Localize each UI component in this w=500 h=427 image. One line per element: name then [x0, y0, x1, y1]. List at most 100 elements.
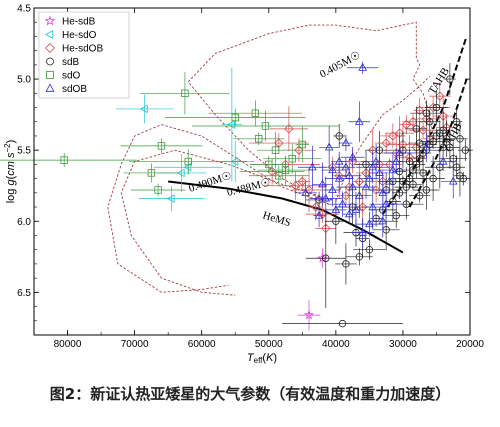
point-sdob	[365, 173, 374, 182]
point-sdob	[438, 156, 448, 165]
point-he-sdb	[317, 252, 328, 263]
point-sdo	[288, 155, 296, 163]
point-he-sdob	[357, 202, 368, 212]
point-sdob	[338, 199, 347, 208]
y-tick-label: 5.0	[17, 75, 31, 86]
point-he-sdob	[304, 185, 314, 195]
point-he-sdob	[381, 138, 391, 148]
point-sdo	[181, 89, 189, 98]
point-sdob	[324, 142, 334, 151]
evolution-track	[335, 75, 431, 202]
y-tick-label: 4.5	[17, 4, 31, 15]
point-sdob	[365, 219, 374, 228]
point-sdob	[341, 138, 351, 147]
evolution-track	[107, 124, 330, 293]
point-sdob	[358, 62, 367, 71]
legend-marker	[44, 15, 56, 26]
y-tick-label: 6.0	[17, 217, 31, 228]
point-sdob	[388, 165, 398, 174]
point-sdob	[314, 210, 324, 219]
point-sdb	[422, 109, 431, 117]
x-tick-label: 30000	[389, 339, 417, 350]
y-axis-label: log g(cm s−2)	[3, 140, 17, 204]
point-he-sdo	[176, 168, 185, 178]
point-sdo	[255, 135, 263, 143]
point-sdob	[344, 209, 354, 218]
x-tick-label: 20000	[456, 339, 484, 350]
data-points	[0, 61, 473, 331]
point-he-sdo	[183, 162, 192, 172]
y-tick-label: 5.5	[17, 146, 31, 157]
point-sdo	[275, 172, 283, 180]
point-sdob	[391, 156, 401, 165]
point-he-sdb	[303, 309, 315, 320]
point-sdob	[355, 190, 364, 199]
legend-label: sdOB	[62, 84, 87, 95]
point-sdb	[322, 254, 330, 262]
point-sdob	[378, 188, 388, 196]
point-sdo	[251, 109, 260, 117]
point-sdo	[261, 122, 270, 130]
point-sdo	[231, 113, 239, 122]
point-sdob	[355, 116, 364, 125]
point-sdo	[184, 157, 192, 166]
point-sdo	[154, 186, 162, 194]
x-tick-label: 80000	[54, 339, 82, 350]
x-tick-label: 60000	[188, 339, 216, 350]
legend-label: He-sdB	[62, 17, 96, 28]
point-sdo	[60, 156, 68, 164]
point-sdob	[368, 202, 378, 211]
point-sdb	[338, 319, 347, 328]
point-sdb	[342, 260, 350, 268]
point-sdb	[335, 132, 343, 140]
point-sdb	[409, 180, 417, 188]
legend-marker	[46, 71, 54, 79]
point-sdob	[378, 216, 388, 225]
point-sdob	[381, 199, 391, 208]
point-sdb	[412, 125, 421, 133]
point-he-sdob	[294, 145, 304, 155]
point-sdob	[361, 182, 371, 191]
x-tick-label: 40000	[322, 339, 350, 350]
point-sdb	[365, 245, 374, 254]
point-sdb	[452, 118, 461, 126]
point-sdob	[328, 185, 337, 194]
legend-marker	[45, 43, 55, 53]
point-he-sdob	[341, 190, 351, 201]
point-sdo	[271, 146, 280, 154]
point-sdo	[265, 160, 273, 169]
legend-label: sdB	[62, 57, 80, 68]
point-sdb	[405, 157, 414, 166]
point-sdb	[332, 217, 340, 225]
evolution-track	[120, 149, 333, 296]
plot-frame	[33, 7, 471, 336]
point-sdb	[446, 75, 454, 83]
axes: 80000 70000 60000 50000 40000 30000 20000 4.5 5.…	[3, 4, 484, 366]
point-he-sdob	[371, 185, 381, 195]
legend-marker	[45, 83, 55, 92]
point-sdob	[341, 162, 351, 171]
point-he-sdob	[297, 176, 307, 187]
point-sdob	[395, 148, 404, 157]
point-sdob	[348, 152, 357, 161]
point-sdb	[415, 191, 424, 200]
point-sdob	[358, 227, 367, 236]
point-sdb	[422, 186, 431, 194]
point-sdob	[385, 176, 394, 185]
point-sdb	[456, 135, 464, 143]
point-sdob	[328, 165, 337, 174]
point-sdb	[432, 103, 441, 112]
point-sdob	[422, 142, 431, 151]
point-he-sdob	[408, 117, 418, 127]
point-he-sdob	[344, 182, 354, 192]
y-tick-label: 6.5	[17, 288, 31, 299]
point-sdo	[157, 142, 166, 150]
x-tick-label: 50000	[255, 339, 283, 350]
point-he-sdob	[435, 91, 445, 101]
point-sdob	[371, 156, 381, 165]
x-axis-label: Teff(K)	[247, 352, 277, 365]
point-sdb	[459, 174, 467, 183]
point-sdob	[375, 168, 384, 176]
point-sdo	[281, 166, 290, 174]
point-sdb	[392, 211, 400, 220]
